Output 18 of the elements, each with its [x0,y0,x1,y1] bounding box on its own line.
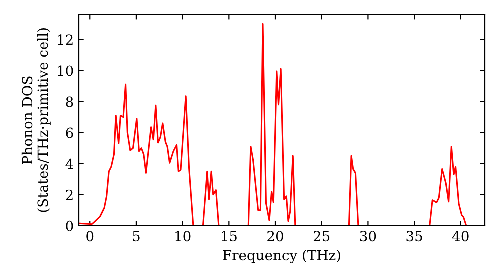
y-tick-label: 8 [66,96,74,108]
x-axis-title: Frequency (THz) [223,250,340,264]
x-tick-label: 0 [86,231,94,242]
y-axis-title: Phonon DOS (States/THz·primitive cell) [22,28,51,212]
y-tick-label: 6 [66,128,74,138]
y-tick-label: 12 [58,34,73,45]
y-tick-label: 0 [66,220,74,232]
x-tick-label: 10 [176,231,191,242]
x-tick-label: 35 [406,231,422,242]
x-tick-label: 15 [222,231,237,242]
x-tick-label: 30 [360,231,376,242]
x-tick-label: 40 [452,231,469,242]
y-tick-label: 2 [66,190,73,200]
y-tick-label: 10 [58,66,74,76]
x-tick-label: 20 [268,231,284,242]
y-tick-label: 4 [66,158,74,170]
x-tick-label: 5 [133,231,140,242]
x-tick-label: 25 [314,231,330,242]
